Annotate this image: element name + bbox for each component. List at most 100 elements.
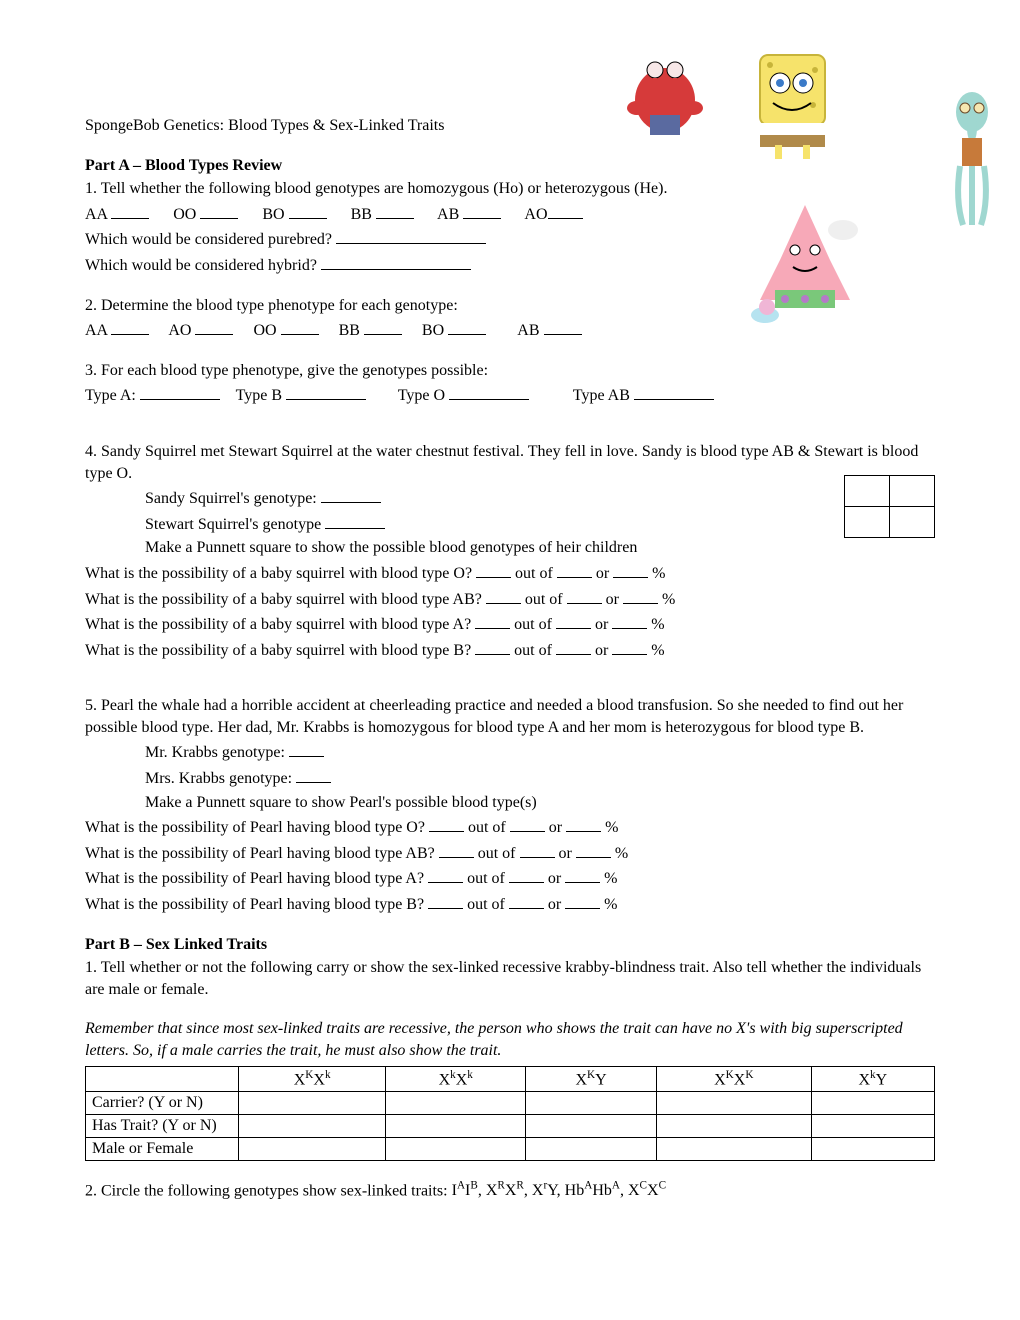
percent-label: % [662,591,675,608]
q4-prompt: 4. Sandy Squirrel met Stewart Squirrel a… [85,441,935,484]
answer-blank[interactable] [557,561,592,578]
answer-blank[interactable] [200,202,238,219]
spongebob-image [745,45,840,160]
answer-blank[interactable] [475,612,510,629]
q2-item: AB [517,322,539,339]
punnett-cell[interactable] [845,476,890,507]
q3-item: Type B [236,387,282,404]
answer-blank[interactable] [576,841,611,858]
q1-item: AB [437,206,459,223]
table-cell[interactable] [239,1114,386,1137]
answer-blank[interactable] [429,815,464,832]
answer-blank[interactable] [613,561,648,578]
probability-line: What is the possibility of Pearl having … [85,815,935,839]
answer-blank[interactable] [520,841,555,858]
answer-blank[interactable] [612,638,647,655]
table-cell[interactable] [239,1091,386,1114]
answer-blank[interactable] [565,866,600,883]
answer-blank[interactable] [509,892,544,909]
answer-blank[interactable] [111,202,149,219]
q5-prob-lines: What is the possibility of Pearl having … [85,815,935,915]
probability-line: What is the possibility of a baby squirr… [85,612,935,636]
answer-blank[interactable] [449,383,529,400]
q5-line3: Make a Punnett square to show Pearl's po… [145,792,935,814]
percent-label: % [651,616,664,633]
q1-item: AA [85,206,107,223]
answer-blank[interactable] [289,740,324,757]
answer-blank[interactable] [376,202,414,219]
answer-blank[interactable] [325,512,385,529]
answer-blank[interactable] [289,202,327,219]
answer-blank[interactable] [634,383,714,400]
out-of-label: out of [478,845,516,862]
answer-blank[interactable] [195,318,233,335]
out-of-label: out of [515,565,553,582]
answer-blank[interactable] [321,253,471,270]
table-cell[interactable] [386,1114,526,1137]
answer-blank[interactable] [510,815,545,832]
row-head: Has Trait? (Y or N) [86,1114,239,1137]
punnett-cell[interactable] [845,507,890,538]
answer-blank[interactable] [556,612,591,629]
punnett-cell[interactable] [890,507,935,538]
row-head: Male or Female [86,1137,239,1160]
table-cell[interactable] [526,1091,657,1114]
table-cell[interactable] [811,1091,934,1114]
or-label: or [606,591,619,608]
table-cell[interactable] [656,1091,811,1114]
answer-blank[interactable] [428,892,463,909]
answer-blank[interactable] [286,383,366,400]
answer-blank[interactable] [463,202,501,219]
table-cell[interactable] [811,1114,934,1137]
answer-blank[interactable] [111,318,149,335]
answer-blank[interactable] [556,638,591,655]
punnett-cell[interactable] [890,476,935,507]
table-cell[interactable] [386,1137,526,1160]
table-cell[interactable] [239,1137,386,1160]
table-row: Has Trait? (Y or N) [86,1114,935,1137]
answer-blank[interactable] [140,383,220,400]
q3-item: Type AB [573,387,630,404]
or-label: or [548,870,561,887]
answer-blank[interactable] [428,866,463,883]
table-cell[interactable] [526,1114,657,1137]
table-cell[interactable] [656,1137,811,1160]
answer-blank[interactable] [321,486,381,503]
probability-line: What is the possibility of Pearl having … [85,892,935,916]
answer-blank[interactable] [281,318,319,335]
answer-blank[interactable] [509,866,544,883]
percent-label: % [604,870,617,887]
answer-blank[interactable] [475,638,510,655]
answer-blank[interactable] [448,318,486,335]
answer-blank[interactable] [544,318,582,335]
q4-line2: Stewart Squirrel's genotype [145,512,935,536]
q5-line1-text: Mr. Krabbs genotype: [145,744,285,761]
prob-text: What is the possibility of Pearl having … [85,819,425,836]
answer-blank[interactable] [567,587,602,604]
percent-label: % [605,819,618,836]
answer-blank[interactable] [364,318,402,335]
q1-item: BO [262,206,284,223]
answer-blank[interactable] [336,227,486,244]
answer-blank[interactable] [439,841,474,858]
answer-blank[interactable] [296,766,331,783]
answer-blank[interactable] [486,587,521,604]
answer-blank[interactable] [566,815,601,832]
table-cell[interactable] [811,1137,934,1160]
out-of-label: out of [514,616,552,633]
answer-blank[interactable] [476,561,511,578]
table-cell[interactable] [656,1114,811,1137]
or-label: or [596,565,609,582]
q3-items-line: Type A: Type B Type O Type AB [85,383,935,407]
prob-text: What is the possibility of Pearl having … [85,845,435,862]
q4-prob-lines: What is the possibility of a baby squirr… [85,561,935,661]
answer-blank[interactable] [548,202,583,219]
answer-blank[interactable] [623,587,658,604]
answer-blank[interactable] [565,892,600,909]
table-cell[interactable] [386,1091,526,1114]
answer-blank[interactable] [612,612,647,629]
table-header-row: XKXk XkXk XKY XKXK XkY [86,1066,935,1091]
q2-item: OO [253,322,276,339]
q2-item: AO [168,322,191,339]
table-cell[interactable] [526,1137,657,1160]
